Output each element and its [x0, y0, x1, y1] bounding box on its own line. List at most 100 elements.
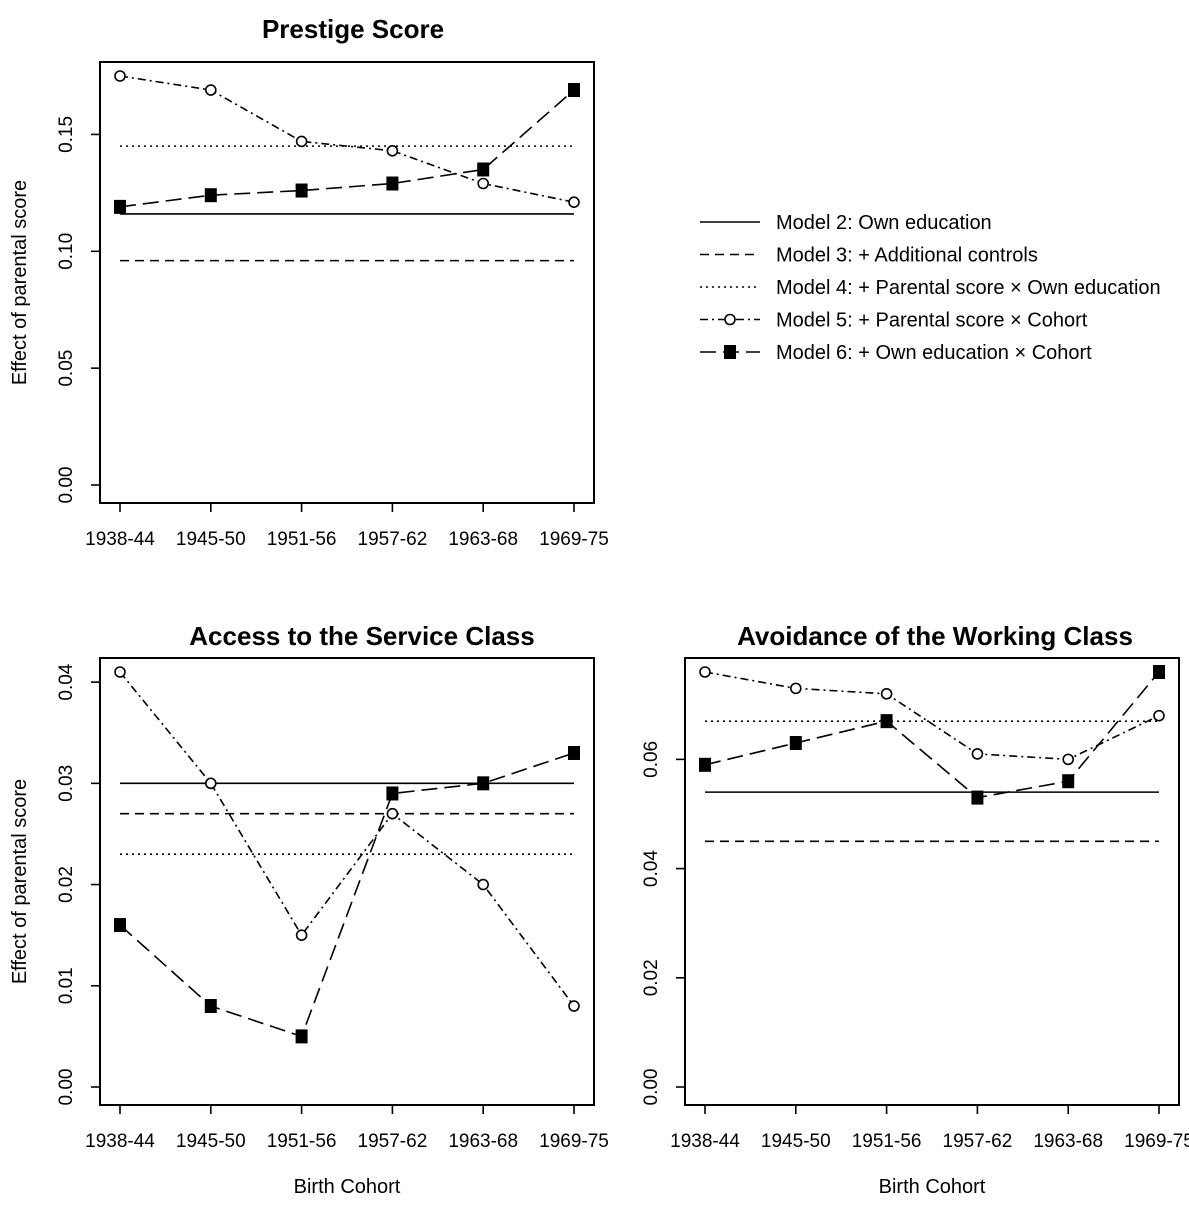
x-tick-label: 1938-44 [670, 1131, 740, 1152]
x-tick-label: 1963-68 [1033, 1131, 1103, 1152]
y-tick-label: 0.02 [56, 866, 77, 903]
x-tick-label: 1951-56 [267, 529, 337, 550]
legend-label: Model 6: + Own education × Cohort [776, 342, 1092, 364]
data-point [386, 786, 399, 801]
x-axis-label: Birth Cohort [294, 1176, 401, 1198]
legend-label: Model 2: Own education [776, 212, 992, 234]
y-tick-label: 0.00 [641, 1069, 662, 1106]
x-tick-label: 1945-50 [761, 1131, 831, 1152]
x-tick-label: 1951-56 [852, 1131, 922, 1152]
data-point [477, 878, 490, 891]
x-tick-label: 1969-75 [539, 529, 609, 550]
series-model5 [114, 70, 580, 209]
chart-title: Avoidance of the Working Class [737, 621, 1133, 651]
legend-marker-model5 [724, 313, 736, 326]
chart-title: Access to the Service Class [189, 621, 534, 651]
series-line-model5 [704, 671, 1160, 761]
data-point [1062, 753, 1074, 766]
y-tick-label: 0.06 [641, 741, 662, 778]
legend-label: Model 4: + Parental score × Own educatio… [776, 277, 1161, 299]
series-model6 [114, 83, 580, 214]
series-line-model6 [119, 752, 575, 1038]
data-point [1062, 774, 1075, 789]
data-point [205, 777, 217, 790]
x-tick-label: 1957-62 [358, 1131, 428, 1152]
data-point [971, 748, 984, 760]
x-tick-label: 1969-75 [539, 1131, 609, 1152]
y-tick-label: 0.05 [56, 350, 77, 387]
data-point [477, 177, 490, 190]
series-model5 [699, 666, 1165, 766]
data-point [568, 745, 580, 760]
data-point [880, 688, 893, 700]
data-point [971, 790, 984, 805]
data-point [568, 83, 580, 98]
y-tick-label: 0.04 [56, 663, 77, 700]
data-point [568, 196, 580, 209]
x-tick-label: 1963-68 [448, 529, 518, 550]
panel-access-service-class: Access to the Service Class 1938-44 1945-5… [9, 621, 609, 1198]
data-point [114, 666, 126, 678]
data-point [114, 918, 126, 933]
data-point [477, 776, 490, 791]
legend: Model 2: Own education Model 3: + Additio… [700, 212, 1161, 364]
x-tick-label: 1957-62 [943, 1131, 1013, 1152]
panel-avoidance-working-class: Avoidance of the Working Class 1938-44 194… [641, 621, 1189, 1198]
legend-label: Model 3: + Additional controls [776, 245, 1038, 267]
series-model6 [114, 745, 580, 1044]
panel-prestige-score: Prestige Score 1938-44 1945-50 1951-56 1957-… [9, 14, 609, 550]
y-axis-label: Effect of parental score [9, 779, 31, 984]
x-axis-label: Birth Cohort [879, 1176, 986, 1198]
y-tick-label: 0.15 [56, 116, 77, 153]
data-point [204, 188, 217, 203]
series-line-model6 [704, 671, 1160, 799]
y-tick-label: 0.01 [56, 967, 77, 1004]
x-tick-label: 1938-44 [85, 1131, 155, 1152]
data-point [386, 176, 399, 191]
x-tick-label: 1938-44 [85, 529, 155, 550]
data-point [295, 1029, 308, 1044]
x-tick-label: 1945-50 [176, 529, 246, 550]
data-point [114, 70, 126, 82]
data-point [295, 183, 308, 198]
x-tick-label: 1957-62 [358, 529, 428, 550]
data-point [204, 999, 217, 1014]
series-model6 [699, 665, 1165, 805]
y-tick-label: 0.03 [56, 765, 77, 802]
data-point [880, 714, 893, 729]
legend-label: Model 5: + Parental score × Cohort [776, 310, 1088, 332]
series-model5 [114, 666, 580, 1012]
plot-frame [99, 657, 595, 1106]
series-line-model6 [119, 89, 575, 208]
data-point [205, 84, 217, 96]
x-tick-label: 1963-68 [448, 1131, 518, 1152]
data-point [1153, 709, 1165, 722]
y-tick-label: 0.00 [56, 467, 77, 504]
data-point [789, 735, 802, 750]
data-point [295, 929, 308, 941]
legend-marker-model6 [724, 345, 736, 359]
y-axis-label: Effect of parental score [9, 180, 31, 385]
chart-title: Prestige Score [262, 14, 444, 44]
y-tick-label: 0.10 [56, 233, 77, 270]
data-point [114, 199, 126, 214]
plot-frame [684, 657, 1180, 1106]
data-point [789, 682, 802, 695]
x-tick-label: 1969-75 [1124, 1131, 1189, 1152]
series-line-model5 [119, 671, 575, 1007]
x-tick-label: 1945-50 [176, 1131, 246, 1152]
data-point [386, 144, 399, 157]
data-point [295, 135, 308, 148]
x-tick-label: 1951-56 [267, 1131, 337, 1152]
plot-frame [99, 61, 595, 504]
data-point [568, 1000, 580, 1012]
y-tick-label: 0.04 [641, 850, 662, 887]
series-line-model5 [119, 75, 575, 203]
data-point [699, 666, 711, 678]
y-tick-label: 0.02 [641, 959, 662, 996]
data-point [386, 807, 399, 820]
data-point [699, 757, 711, 772]
data-point [477, 162, 490, 177]
y-tick-label: 0.00 [56, 1069, 77, 1106]
